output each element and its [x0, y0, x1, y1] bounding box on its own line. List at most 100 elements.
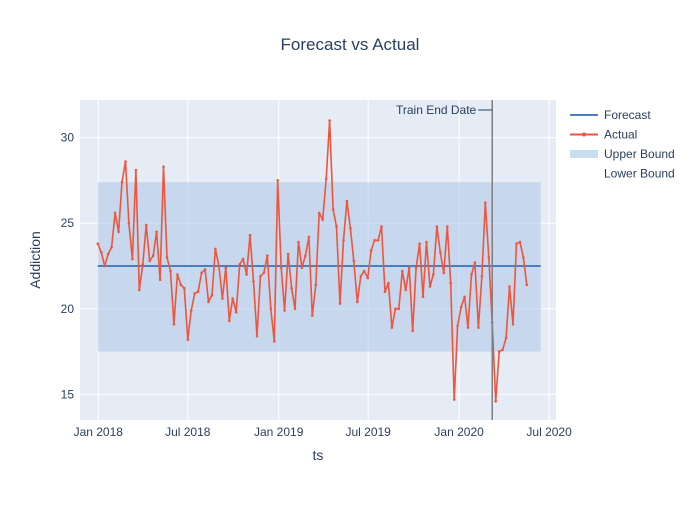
actual-point: [356, 300, 359, 304]
actual-point: [196, 290, 200, 294]
actual-point: [186, 338, 190, 341]
actual-point: [224, 266, 228, 270]
actual-point: [138, 288, 141, 292]
actual-point: [376, 239, 380, 242]
actual-point: [428, 285, 432, 288]
x-tick-label: Jan 2019: [254, 425, 304, 439]
actual-point: [522, 256, 525, 259]
actual-point: [179, 283, 183, 287]
actual-point: [169, 269, 172, 273]
actual-point: [411, 329, 415, 333]
x-tick-label: Jul 2020: [526, 425, 572, 439]
actual-point: [525, 283, 529, 287]
actual-point: [477, 326, 480, 329]
actual-point: [214, 247, 217, 251]
actual-point: [103, 264, 106, 268]
actual-point: [252, 280, 255, 283]
actual-point: [390, 326, 394, 329]
y-tick-label: 25: [61, 216, 75, 230]
actual-point: [100, 251, 103, 254]
actual-point: [504, 336, 508, 340]
actual-point: [234, 310, 238, 314]
y-tick-label: 30: [61, 131, 75, 145]
actual-point: [124, 160, 127, 163]
actual-point: [407, 266, 411, 270]
actual-point: [96, 242, 100, 245]
actual-point: [207, 300, 210, 304]
actual-point: [283, 309, 286, 312]
actual-point: [366, 276, 370, 280]
actual-point: [151, 254, 155, 257]
actual-point: [200, 271, 203, 275]
actual-point: [238, 263, 241, 266]
actual-point: [203, 268, 207, 271]
legend-label: Forecast: [604, 108, 651, 122]
actual-point: [255, 334, 259, 338]
actual-point: [397, 307, 401, 311]
actual-point: [210, 293, 214, 297]
actual-point: [335, 225, 338, 228]
x-tick-label: Jul 2018: [165, 425, 211, 439]
actual-point: [515, 242, 518, 245]
actual-point: [221, 297, 224, 300]
actual-point: [511, 322, 515, 326]
actual-point: [501, 348, 504, 352]
actual-point: [113, 211, 117, 215]
actual-point: [387, 281, 390, 285]
series-layer: [96, 119, 541, 403]
actual-point: [470, 273, 473, 276]
actual-point: [432, 273, 435, 276]
actual-point: [110, 245, 113, 249]
actual-point: [349, 227, 352, 230]
legend-label: Lower Bound: [604, 167, 675, 181]
actual-point: [404, 288, 408, 292]
x-axis-label: ts: [313, 447, 324, 463]
actual-point: [352, 259, 356, 263]
actual-point: [466, 326, 470, 329]
actual-point: [165, 256, 169, 259]
actual-point: [449, 281, 453, 285]
actual-point: [162, 165, 165, 168]
actual-point: [134, 168, 138, 172]
actual-point: [297, 240, 300, 244]
actual-point: [518, 240, 522, 244]
actual-point: [307, 235, 311, 239]
actual-point: [442, 271, 446, 275]
actual-point: [127, 221, 131, 225]
actual-point: [345, 199, 349, 203]
actual-point: [494, 399, 498, 403]
actual-point: [373, 239, 376, 242]
x-tick-label: Jul 2019: [345, 425, 391, 439]
actual-point: [304, 254, 307, 257]
train-end-label: Train End Date: [396, 103, 477, 117]
actual-point: [359, 275, 363, 278]
actual-point: [189, 309, 193, 312]
actual-point: [414, 266, 418, 270]
actual-point: [324, 177, 328, 180]
actual-point: [421, 295, 425, 299]
legend-label: Actual: [604, 128, 637, 142]
actual-point: [117, 230, 120, 234]
actual-point: [300, 266, 304, 270]
actual-point: [328, 119, 331, 122]
actual-point: [362, 269, 366, 273]
actual-point: [144, 223, 148, 227]
actual-point: [463, 295, 466, 299]
actual-point: [120, 180, 124, 184]
actual-point: [193, 292, 196, 295]
y-tick-label: 20: [61, 302, 75, 316]
actual-point: [141, 263, 145, 266]
actual-point: [158, 278, 162, 282]
annotation-layer: Train End Date: [396, 100, 493, 420]
actual-point: [172, 322, 176, 326]
actual-point: [321, 218, 325, 222]
actual-point: [231, 297, 234, 300]
legend-swatch: [570, 150, 598, 158]
chart-title: Forecast vs Actual: [281, 35, 420, 54]
actual-point: [446, 225, 449, 228]
actual-point: [369, 249, 373, 252]
legend-label: Upper Bound: [604, 147, 675, 161]
actual-point: [480, 275, 484, 278]
actual-point: [293, 307, 297, 311]
actual-point: [508, 285, 511, 288]
